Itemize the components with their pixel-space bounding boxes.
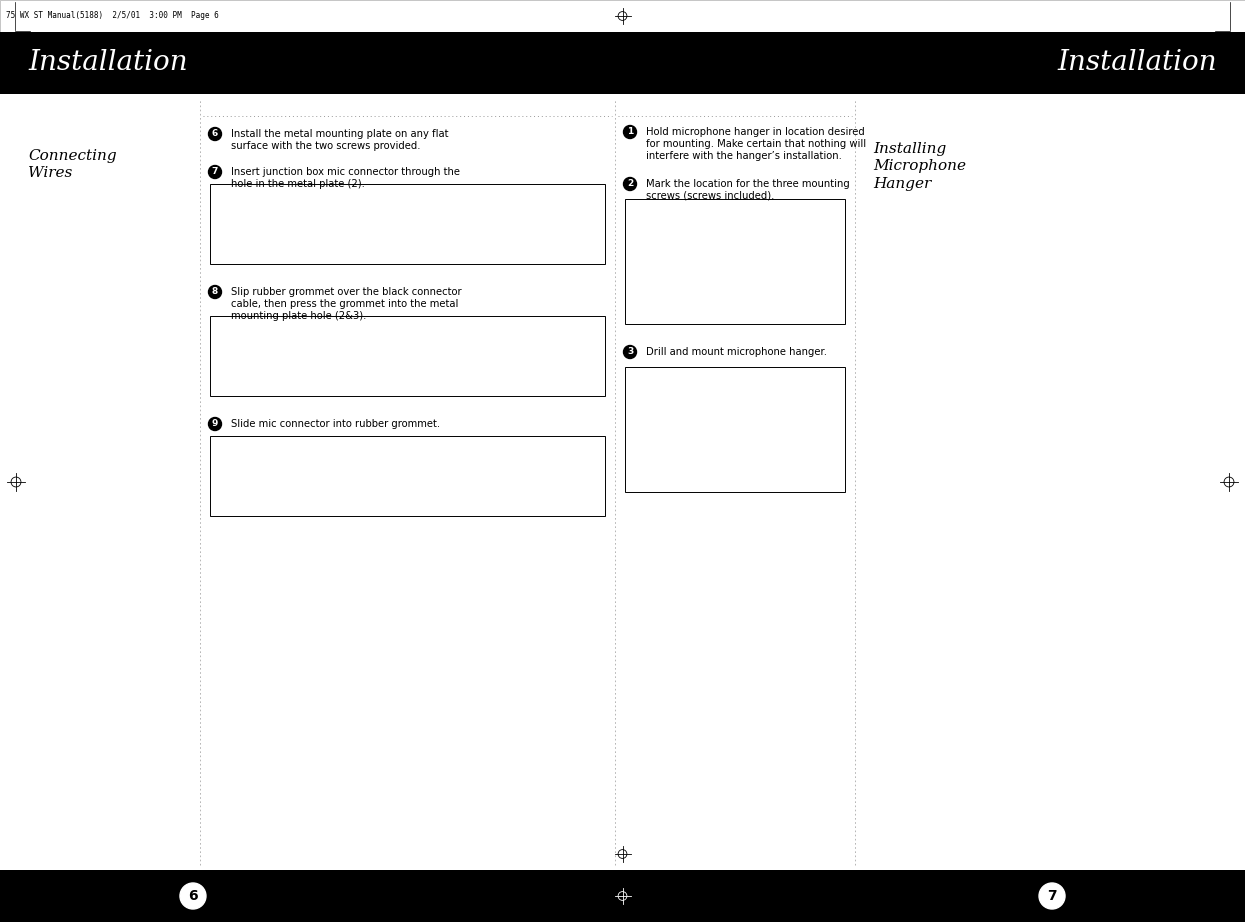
Text: hole in the metal plate (2).: hole in the metal plate (2). xyxy=(232,179,365,189)
Text: 75 WX ST Manual(5188)  2/5/01  3:00 PM  Page 6: 75 WX ST Manual(5188) 2/5/01 3:00 PM Pag… xyxy=(6,11,219,20)
Circle shape xyxy=(624,178,636,191)
Text: mounting plate hole (2&3).: mounting plate hole (2&3). xyxy=(232,311,366,321)
Text: Insert junction box mic connector through the: Insert junction box mic connector throug… xyxy=(232,167,459,177)
Circle shape xyxy=(208,127,222,140)
Text: 6: 6 xyxy=(188,889,198,903)
Text: screws (screws included).: screws (screws included). xyxy=(646,191,774,201)
Text: Connecting
Wires: Connecting Wires xyxy=(27,149,117,181)
Bar xyxy=(0,870,1245,922)
Circle shape xyxy=(208,286,222,299)
Bar xyxy=(210,184,605,264)
Text: Installation: Installation xyxy=(27,50,188,77)
Bar xyxy=(625,199,845,324)
Text: interfere with the hanger’s installation.: interfere with the hanger’s installation… xyxy=(646,151,842,161)
Circle shape xyxy=(624,346,636,359)
Text: 9: 9 xyxy=(212,420,218,429)
Text: 2: 2 xyxy=(627,180,634,188)
Text: 7: 7 xyxy=(1047,889,1057,903)
Text: surface with the two screws provided.: surface with the two screws provided. xyxy=(232,141,421,151)
Text: Installation: Installation xyxy=(1057,50,1218,77)
Text: 6: 6 xyxy=(212,129,218,138)
Text: Install the metal mounting plate on any flat: Install the metal mounting plate on any … xyxy=(232,129,448,139)
Circle shape xyxy=(624,125,636,138)
Text: 1: 1 xyxy=(627,127,634,136)
Text: cable, then press the grommet into the metal: cable, then press the grommet into the m… xyxy=(232,299,458,309)
Bar xyxy=(625,367,845,492)
Circle shape xyxy=(208,166,222,179)
Text: 3: 3 xyxy=(627,348,634,357)
Text: Mark the location for the three mounting: Mark the location for the three mounting xyxy=(646,179,850,189)
Bar xyxy=(210,436,605,516)
Text: Drill and mount microphone hanger.: Drill and mount microphone hanger. xyxy=(646,347,827,357)
Text: Slip rubber grommet over the black connector: Slip rubber grommet over the black conne… xyxy=(232,287,462,297)
Text: Installing
Microphone
Hanger: Installing Microphone Hanger xyxy=(873,142,966,191)
Bar xyxy=(210,316,605,396)
Text: 8: 8 xyxy=(212,288,218,297)
Text: Slide mic connector into rubber grommet.: Slide mic connector into rubber grommet. xyxy=(232,419,441,429)
Circle shape xyxy=(181,883,205,909)
Text: Hold microphone hanger in location desired: Hold microphone hanger in location desir… xyxy=(646,127,865,137)
Circle shape xyxy=(208,418,222,431)
Text: 7: 7 xyxy=(212,168,218,176)
Bar xyxy=(0,0,1245,32)
Circle shape xyxy=(1040,883,1064,909)
Bar xyxy=(0,32,1245,94)
Text: for mounting. Make certain that nothing will: for mounting. Make certain that nothing … xyxy=(646,139,867,149)
